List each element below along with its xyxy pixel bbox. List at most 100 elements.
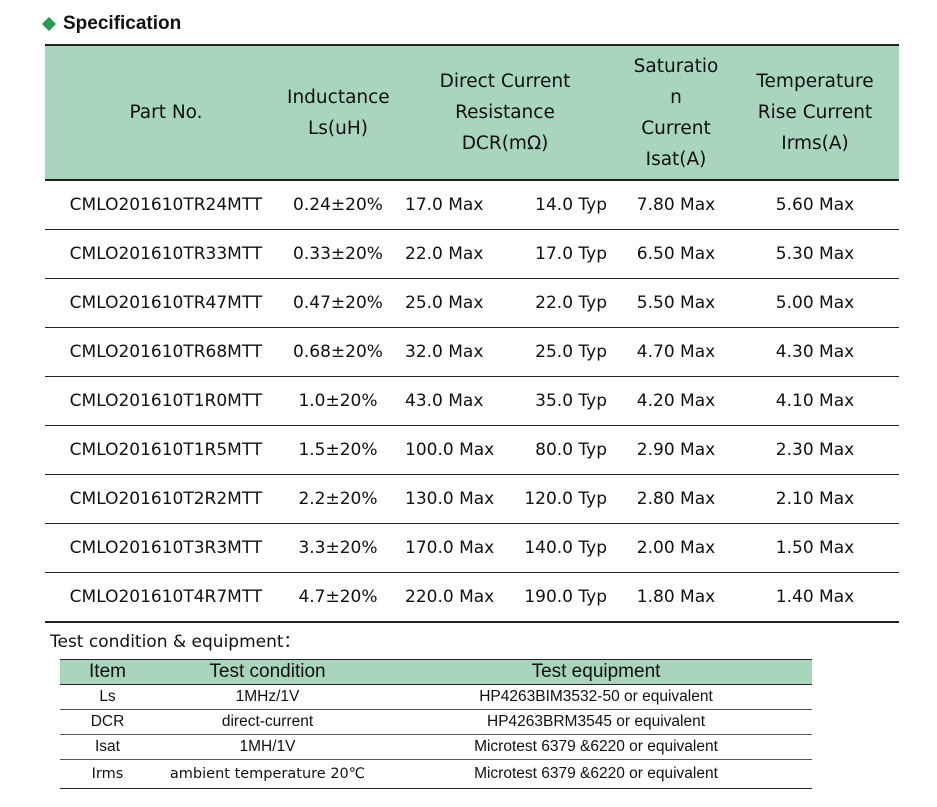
dcr-max-value: 22.0 Max — [405, 244, 484, 264]
test-condition-cell: 1MHz/1V — [155, 684, 380, 710]
header-item: Item — [60, 659, 155, 685]
irms-cell: 1.40 Max — [731, 572, 899, 623]
part-number-cell: CMLO201610T3R3MTT — [45, 523, 287, 573]
part-number-cell: CMLO201610T4R7MTT — [45, 572, 287, 623]
spec-row: CMLO201610TR33MTT 0.33±20% 22.0 Max 17.0 Ty… — [45, 229, 899, 279]
part-number-cell: CMLO201610T1R0MTT — [45, 376, 287, 426]
dcr-max-value: 130.0 Max — [405, 489, 495, 509]
test-condition-table: Item Test condition Test equipment Ls 1MH… — [60, 659, 812, 789]
irms-cell: 2.10 Max — [731, 474, 899, 524]
dcr-cell: 130.0 Max 120.0 Typ — [389, 474, 621, 524]
test-equipment-cell: Microtest 6379 &6220 or equivalent — [380, 759, 812, 789]
test-condition-title: Test condition & equipment： — [50, 632, 301, 652]
dcr-cell: 25.0 Max 22.0 Typ — [389, 278, 621, 328]
inductance-cell: 0.33±20% — [287, 229, 389, 279]
dcr-max-value: 220.0 Max — [405, 587, 495, 607]
header-test-equipment: Test equipment — [380, 659, 812, 685]
dcr-cell: 100.0 Max 80.0 Typ — [389, 425, 621, 475]
spec-row: CMLO201610T3R3MTT 3.3±20% 170.0 Max 140.0 T… — [45, 523, 899, 573]
header-test-condition: Test condition — [155, 659, 380, 685]
test-equipment-cell: HP4263BIM3532-50 or equivalent — [380, 684, 812, 710]
dcr-max-value: 25.0 Max — [405, 293, 484, 313]
dcr-typ-value: 140.0 Typ — [524, 538, 607, 558]
part-number-cell: CMLO201610TR33MTT — [45, 229, 287, 279]
isat-cell: 2.90 Max — [621, 425, 731, 475]
irms-cell: 5.00 Max — [731, 278, 899, 328]
header-isat: Saturatio n Current Isat(A) — [621, 44, 731, 181]
test-row: Irms ambient temperature 20℃ Microtest 637… — [60, 759, 812, 789]
test-item-cell: DCR — [60, 709, 155, 735]
header-irms: Temperature Rise Current Irms(A) — [731, 44, 899, 181]
test-equipment-cell: HP4263BRM3545 or equivalent — [380, 709, 812, 735]
test-condition-cell: 1MH/1V — [155, 734, 380, 760]
irms-cell: 5.30 Max — [731, 229, 899, 279]
dcr-typ-value: 120.0 Typ — [524, 489, 607, 509]
spec-header-row: Part No. Inductance Ls(uH) Direct Curren… — [45, 44, 899, 181]
isat-cell: 2.80 Max — [621, 474, 731, 524]
dcr-max-value: 17.0 Max — [405, 195, 484, 215]
inductance-cell: 2.2±20% — [287, 474, 389, 524]
isat-cell: 5.50 Max — [621, 278, 731, 328]
isat-cell: 1.80 Max — [621, 572, 731, 623]
dcr-typ-value: 25.0 Typ — [535, 342, 607, 362]
inductance-cell: 0.24±20% — [287, 180, 389, 230]
dcr-max-value: 43.0 Max — [405, 391, 484, 411]
isat-cell: 2.00 Max — [621, 523, 731, 573]
section-title-text: Specification — [63, 13, 182, 34]
inductance-cell: 4.7±20% — [287, 572, 389, 623]
part-number-cell: CMLO201610T1R5MTT — [45, 425, 287, 475]
specification-table: Part No. Inductance Ls(uH) Direct Curren… — [45, 44, 899, 623]
header-inductance: Inductance Ls(uH) — [287, 44, 390, 181]
test-item-cell: Irms — [60, 759, 155, 789]
irms-cell: 4.10 Max — [731, 376, 899, 426]
isat-cell: 4.20 Max — [621, 376, 731, 426]
spec-row: CMLO201610TR24MTT 0.24±20% 17.0 Max 14.0 Ty… — [45, 180, 899, 230]
dcr-max-value: 32.0 Max — [405, 342, 484, 362]
test-item-cell: Ls — [60, 684, 155, 710]
test-header-row: Item Test condition Test equipment — [60, 659, 812, 685]
dcr-typ-value: 190.0 Typ — [524, 587, 607, 607]
part-number-cell: CMLO201610TR47MTT — [45, 278, 287, 328]
dcr-cell: 170.0 Max 140.0 Typ — [389, 523, 621, 573]
inductance-cell: 0.47±20% — [287, 278, 389, 328]
diamond-bullet-icon — [41, 16, 57, 32]
inductance-cell: 0.68±20% — [287, 327, 389, 377]
dcr-typ-value: 17.0 Typ — [535, 244, 607, 264]
inductance-cell: 1.0±20% — [287, 376, 389, 426]
test-equipment-cell: Microtest 6379 &6220 or equivalent — [380, 734, 812, 760]
dcr-typ-value: 35.0 Typ — [535, 391, 607, 411]
spec-row: CMLO201610T1R5MTT 1.5±20% 100.0 Max 80.0 Ty… — [45, 425, 899, 475]
section-title: Specification — [41, 12, 182, 36]
isat-cell: 6.50 Max — [621, 229, 731, 279]
isat-cell: 4.70 Max — [621, 327, 731, 377]
test-row: Ls 1MHz/1V HP4263BIM3532-50 or equivalent — [60, 684, 812, 710]
spec-row: CMLO201610T1R0MTT 1.0±20% 43.0 Max 35.0 Typ… — [45, 376, 899, 426]
irms-cell: 2.30 Max — [731, 425, 899, 475]
part-number-cell: CMLO201610TR68MTT — [45, 327, 287, 377]
dcr-cell: 43.0 Max 35.0 Typ — [389, 376, 621, 426]
dcr-max-value: 100.0 Max — [405, 440, 495, 460]
header-dcr: Direct Current Resistance DCR(mΩ) — [389, 44, 621, 181]
dcr-typ-value: 14.0 Typ — [535, 195, 607, 215]
test-row: Isat 1MH/1V Microtest 6379 &6220 or equiva… — [60, 734, 812, 760]
irms-cell: 5.60 Max — [731, 180, 899, 230]
test-row: DCR direct-current HP4263BRM3545 or equiva… — [60, 709, 812, 735]
isat-cell: 7.80 Max — [621, 180, 731, 230]
test-item-cell: Isat — [60, 734, 155, 760]
spec-row: CMLO201610T2R2MTT 2.2±20% 130.0 Max 120.0 T… — [45, 474, 899, 524]
dcr-cell: 220.0 Max 190.0 Typ — [389, 572, 621, 623]
dcr-typ-value: 80.0 Typ — [535, 440, 607, 460]
inductance-cell: 3.3±20% — [287, 523, 389, 573]
test-condition-cell: ambient temperature 20℃ — [155, 759, 380, 789]
dcr-typ-value: 22.0 Typ — [535, 293, 607, 313]
part-number-cell: CMLO201610TR24MTT — [45, 180, 287, 230]
spec-row: CMLO201610TR47MTT 0.47±20% 25.0 Max 22.0 Ty… — [45, 278, 899, 328]
irms-cell: 1.50 Max — [731, 523, 899, 573]
dcr-cell: 17.0 Max 14.0 Typ — [389, 180, 621, 230]
irms-cell: 4.30 Max — [731, 327, 899, 377]
inductance-cell: 1.5±20% — [287, 425, 389, 475]
header-part-no: Part No. — [45, 44, 287, 181]
test-condition-cell: direct-current — [155, 709, 380, 735]
spec-row: CMLO201610TR68MTT 0.68±20% 32.0 Max 25.0 Ty… — [45, 327, 899, 377]
spec-row: CMLO201610T4R7MTT 4.7±20% 220.0 Max 190.0 T… — [45, 572, 899, 623]
